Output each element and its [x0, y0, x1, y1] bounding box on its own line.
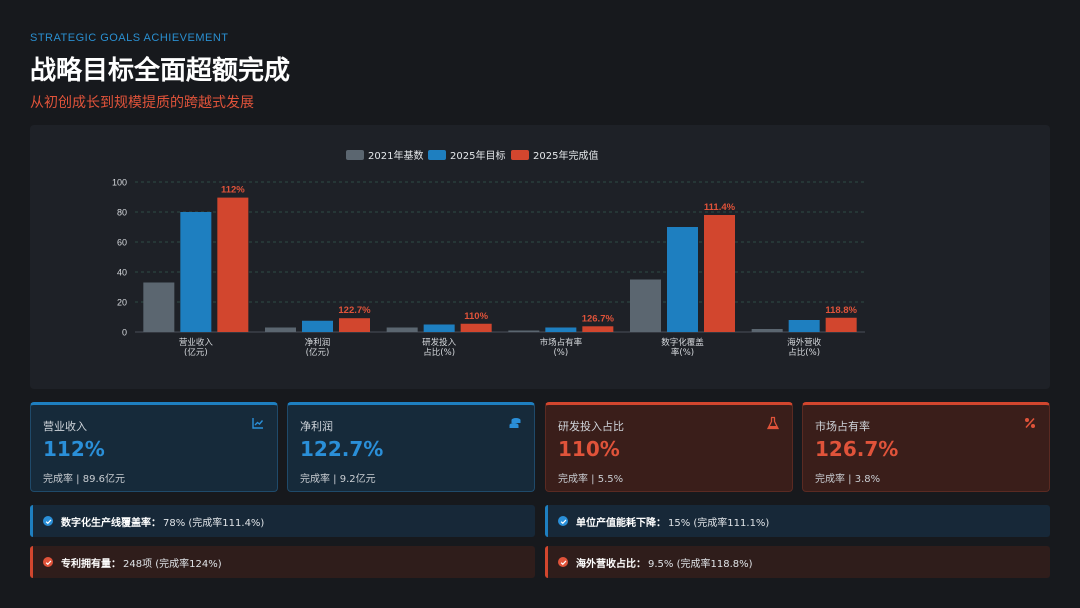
bar-target	[788, 320, 820, 332]
check-circle-icon	[43, 516, 53, 526]
highlight-overseas-revenue: 海外营收占比： 9.5% (完成率118.8%)	[545, 546, 1050, 578]
legend-label: 2025年目标	[450, 149, 505, 162]
kpi-label: 净利润	[300, 420, 333, 433]
highlight-label: 单位产值能耗下降：	[576, 517, 666, 529]
bar-base	[751, 329, 783, 332]
legend-swatch	[428, 150, 446, 160]
x-tick-label: 占比(%)	[788, 347, 820, 358]
y-tick-label: 100	[112, 178, 127, 188]
bar-actual	[339, 318, 370, 332]
data-label: 122.7%	[338, 305, 371, 316]
kpi-label: 研发投入占比	[558, 420, 624, 433]
highlight-energy-reduction: 单位产值能耗下降： 15% (完成率111.1%)	[545, 505, 1050, 537]
bar-actual	[825, 317, 857, 332]
legend-label: 2025年完成值	[533, 149, 598, 162]
bar-base	[630, 279, 661, 332]
kpi-card-market-share: 市场占有率 126.7% 完成率 | 3.8%	[802, 402, 1050, 492]
x-tick-label: (亿元)	[184, 347, 208, 358]
x-tick-label: (%)	[553, 348, 568, 358]
kpi-note: 完成率 | 9.2亿元	[300, 474, 376, 485]
bar-actual	[217, 197, 249, 332]
highlight-digital-coverage: 数字化生产线覆盖率： 78% (完成率111.4%)	[30, 505, 535, 537]
highlight-label: 数字化生产线覆盖率：	[61, 517, 161, 529]
kpi-card-revenue: 营业收入 112% 完成率 | 89.6亿元	[30, 402, 278, 492]
data-label: 110%	[464, 311, 488, 322]
legend-label: 2021年基数	[368, 149, 423, 162]
bar-target	[667, 227, 698, 332]
data-label: 112%	[221, 185, 245, 196]
kpi-value: 122.7%	[300, 437, 384, 461]
bar-base	[265, 327, 296, 332]
bar-base	[508, 330, 540, 332]
coins-icon	[509, 418, 521, 428]
bar-target	[180, 212, 212, 332]
bar-base	[386, 327, 418, 332]
x-tick-label: 营业收入	[179, 337, 214, 348]
x-tick-label: 市场占有率	[540, 337, 583, 348]
data-label: 126.7%	[582, 313, 615, 324]
check-circle-icon	[43, 557, 53, 567]
page-subtitle: 从初创成长到规模提质的跨越式发展	[30, 95, 254, 111]
kpi-label: 市场占有率	[815, 420, 870, 433]
percent-icon	[1025, 418, 1035, 428]
kpi-value: 112%	[43, 437, 105, 461]
y-tick-label: 60	[117, 238, 127, 248]
kpi-note: 完成率 | 89.6亿元	[43, 474, 125, 485]
bar-target	[423, 324, 455, 332]
bar-actual	[704, 215, 735, 332]
y-tick-label: 20	[117, 298, 127, 308]
kpi-value: 110%	[558, 437, 620, 461]
highlight-value: 15% (完成率111.1%)	[668, 517, 770, 529]
page-title: 战略目标全面超额完成	[30, 56, 291, 86]
highlight-value: 248项 (完成率124%)	[123, 558, 222, 570]
check-circle-icon	[558, 557, 568, 567]
bar-target	[545, 327, 577, 332]
kpi-card-rd-ratio: 研发投入占比 110% 完成率 | 5.5%	[545, 402, 793, 492]
legend-swatch	[511, 150, 529, 160]
highlight-value: 78% (完成率111.4%)	[163, 517, 265, 529]
highlight-label: 海外营收占比：	[576, 558, 646, 570]
legend-swatch	[346, 150, 364, 160]
check-circle-icon	[558, 516, 568, 526]
x-tick-label: 海外营收	[787, 337, 822, 348]
bar-actual	[582, 326, 614, 332]
kpi-note: 完成率 | 3.8%	[815, 474, 881, 485]
bar-base	[143, 282, 175, 332]
x-tick-label: 率(%)	[671, 347, 694, 358]
kpi-note: 完成率 | 5.5%	[558, 474, 624, 485]
highlight-patents: 专利拥有量： 248项 (完成率124%)	[30, 546, 535, 578]
kpi-card-net-profit: 净利润 122.7% 完成率 | 9.2亿元	[287, 402, 535, 492]
line-chart-icon	[252, 418, 264, 429]
y-tick-label: 40	[117, 268, 127, 278]
bar-chart: 0 20 40 60 80 100 2021年基数 2025年目标 2025年完成值 112% 营业…	[112, 149, 865, 358]
y-tick-label: 0	[122, 328, 127, 338]
kpi-value: 126.7%	[815, 437, 899, 461]
bar-target	[302, 320, 333, 332]
x-tick-label: 数字化覆盖	[661, 337, 704, 348]
x-tick-label: 净利润	[305, 337, 331, 348]
bar-actual	[460, 323, 492, 332]
chart-panel: 0 20 40 60 80 100 2021年基数 2025年目标 2025年完成值 112% 营业…	[30, 125, 1050, 389]
flask-icon	[766, 416, 780, 430]
highlight-value: 9.5% (完成率118.8%)	[648, 558, 753, 570]
x-tick-label: 研发投入	[422, 337, 457, 348]
page-eyebrow: STRATEGIC GOALS ACHIEVEMENT	[30, 32, 229, 44]
y-tick-label: 80	[117, 208, 127, 218]
data-label: 118.8%	[825, 305, 857, 316]
data-label: 111.4%	[704, 202, 736, 213]
x-tick-label: (亿元)	[306, 347, 330, 358]
x-tick-label: 占比(%)	[423, 347, 455, 358]
kpi-label: 营业收入	[43, 420, 87, 433]
highlight-label: 专利拥有量：	[61, 558, 121, 570]
